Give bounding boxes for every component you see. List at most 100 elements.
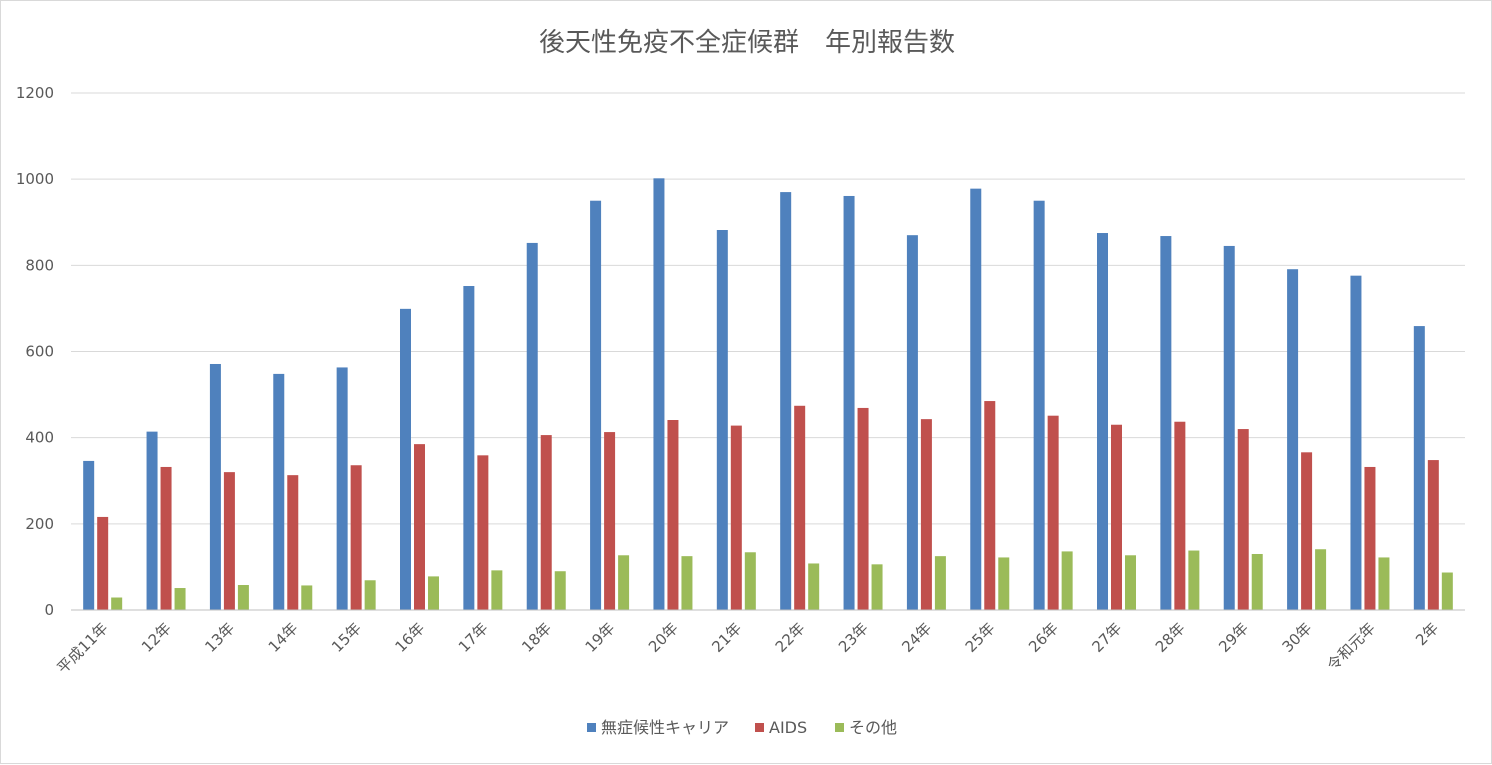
y-tick-label: 600 (25, 343, 54, 361)
bar (1413, 326, 1425, 610)
bar (843, 195, 855, 610)
legend-swatch (835, 723, 844, 732)
bar (1160, 236, 1172, 611)
bar (1237, 429, 1249, 610)
legend-label: 無症候性キャリア (601, 718, 729, 737)
x-tick-label: 27年 (1088, 619, 1125, 656)
bar (1364, 466, 1376, 610)
bar (604, 432, 616, 610)
y-tick-label: 200 (25, 515, 54, 533)
bar (1441, 572, 1453, 610)
bar (301, 585, 313, 610)
bar (1251, 553, 1263, 610)
bar (97, 516, 109, 610)
bar (350, 465, 362, 610)
bar (477, 455, 489, 610)
y-tick-label: 1000 (16, 170, 54, 188)
bar (1287, 269, 1299, 610)
x-tick-label: 平成11年 (53, 619, 111, 677)
y-tick-label: 400 (25, 429, 54, 447)
bar (554, 571, 566, 610)
y-tick-label: 1200 (16, 84, 54, 102)
bar (730, 425, 742, 610)
x-tick-label: 20年 (645, 619, 682, 656)
legend-label: AIDS (769, 718, 807, 737)
bar (160, 466, 172, 610)
bar (526, 242, 538, 610)
x-tick-label: 令和元年 (1324, 619, 1379, 674)
x-tick-label: 23年 (835, 619, 872, 656)
bar (716, 230, 728, 610)
bar (1378, 557, 1390, 610)
bar (237, 585, 249, 610)
bar (1315, 549, 1327, 610)
bar (1350, 275, 1362, 610)
x-tick-label: 15年 (328, 619, 365, 656)
x-tick-label: 19年 (582, 619, 619, 656)
bars (83, 178, 1453, 611)
x-tick-label: 14年 (265, 619, 302, 656)
x-tick-label: 24年 (898, 619, 935, 656)
bar (287, 475, 299, 610)
bar (1174, 421, 1186, 610)
bar (174, 588, 186, 610)
x-tick-label: 29年 (1215, 619, 1252, 656)
bar (1301, 452, 1313, 610)
bar (223, 472, 235, 610)
bar (146, 431, 158, 610)
bar (618, 555, 630, 610)
bar (970, 188, 982, 610)
x-tick-label: 13年 (201, 619, 238, 656)
bar (780, 192, 792, 610)
y-tick-label: 800 (25, 256, 54, 274)
bar (400, 308, 411, 610)
legend-swatch (755, 723, 764, 732)
bar (871, 564, 883, 610)
bar (744, 552, 756, 610)
bar (808, 563, 820, 610)
bar (984, 401, 996, 610)
x-tick-label: 26年 (1025, 619, 1062, 656)
x-tick-label: 2年 (1412, 619, 1442, 649)
bar (998, 557, 1010, 610)
chart-title: 後天性免疫不全症候群 年別報告数 (539, 28, 955, 58)
bar (273, 373, 285, 610)
bar (1097, 233, 1108, 610)
bar (83, 460, 95, 610)
legend: 無症候性キャリア AIDS その他 (587, 718, 897, 737)
x-tick-label: 16年 (391, 619, 428, 656)
bar (906, 235, 918, 610)
bar (491, 570, 503, 610)
y-tick-label: 0 (44, 601, 54, 619)
bar (1125, 555, 1136, 610)
x-tick-label: 21年 (708, 619, 745, 656)
x-tick-label: 18年 (518, 619, 555, 656)
x-tick-label: 12年 (138, 619, 175, 656)
bar (1427, 460, 1439, 610)
bar (209, 363, 221, 610)
bar (336, 367, 348, 610)
bar (681, 556, 693, 610)
bar (920, 419, 932, 610)
bar (590, 200, 602, 610)
bar (1061, 551, 1073, 610)
bar (1188, 550, 1200, 610)
bar (364, 580, 376, 610)
legend-label: その他 (849, 718, 897, 737)
bar (934, 556, 946, 610)
x-axis-ticks: 平成11年 12年 13年 14年 15年 16年 17年 18年 19年 20年 21年 22年 23… (53, 619, 1442, 677)
bar (1033, 200, 1045, 610)
x-tick-label: 30年 (1279, 619, 1316, 656)
bar (667, 420, 679, 610)
x-tick-label: 22年 (772, 619, 809, 656)
bar (857, 407, 869, 610)
x-tick-label: 17年 (455, 619, 492, 656)
legend-swatch (587, 723, 596, 732)
x-tick-label: 25年 (962, 619, 999, 656)
bar (111, 597, 123, 610)
bar (794, 405, 806, 610)
bar (463, 286, 475, 610)
bar (414, 444, 425, 610)
